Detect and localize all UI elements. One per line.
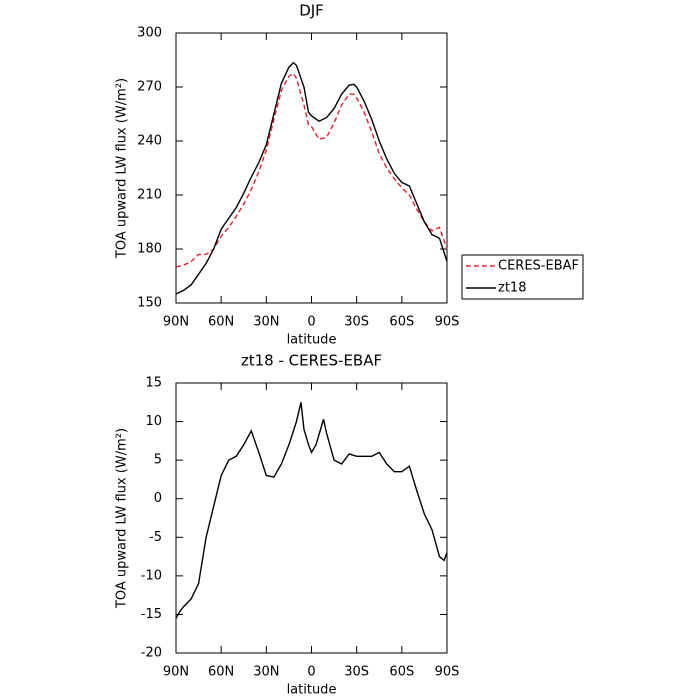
x-tick-label: 0	[307, 665, 315, 680]
y-axis-label: TOA upward LW flux (W/m²)	[115, 78, 130, 259]
x-axis-label: latitude	[287, 683, 337, 698]
y-tick-label: 0	[154, 491, 162, 506]
y-tick-label: 180	[137, 242, 162, 257]
x-tick-label: 60N	[208, 665, 234, 680]
x-tick-label: 30N	[253, 665, 279, 680]
y-tick-label: -15	[141, 607, 162, 622]
y-tick-label: 5	[154, 453, 162, 468]
data-line	[175, 61, 448, 295]
x-tick-label: 90S	[435, 665, 460, 680]
data-line	[175, 402, 448, 619]
x-tick-label: 60S	[389, 315, 414, 330]
data-line	[175, 72, 448, 268]
x-tick-label: 30S	[344, 665, 369, 680]
y-tick-label: 10	[145, 414, 162, 429]
x-tick-label: 90N	[163, 665, 189, 680]
x-tick-label: 90N	[163, 315, 189, 330]
y-tick-label: -5	[149, 530, 162, 545]
x-tick-label: 30N	[253, 315, 279, 330]
x-tick-label: 60S	[389, 665, 414, 680]
x-tick-label: 90S	[435, 315, 460, 330]
legend-label: zt18	[498, 281, 526, 296]
legend-label: CERES-EBAF	[498, 259, 579, 274]
x-tick-label: 60N	[208, 315, 234, 330]
y-tick-label: 15	[145, 376, 162, 391]
y-tick-label: 300	[137, 26, 162, 41]
chart-title: DJF	[299, 2, 324, 20]
x-tick-label: 0	[307, 315, 315, 330]
y-tick-label: 210	[137, 188, 162, 203]
x-axis-label: latitude	[287, 333, 337, 348]
y-tick-label: -20	[141, 646, 162, 661]
y-tick-label: 240	[137, 134, 162, 149]
chart-title: zt18 - CERES-EBAF	[241, 352, 382, 370]
plot-frame	[175, 382, 448, 654]
legend-box	[461, 254, 584, 300]
y-tick-label: 270	[137, 80, 162, 95]
plot-frame	[175, 32, 448, 304]
x-tick-label: 30S	[344, 315, 369, 330]
y-tick-label: 150	[137, 296, 162, 311]
y-tick-label: -10	[141, 568, 162, 583]
y-axis-label: TOA upward LW flux (W/m²)	[115, 428, 130, 609]
